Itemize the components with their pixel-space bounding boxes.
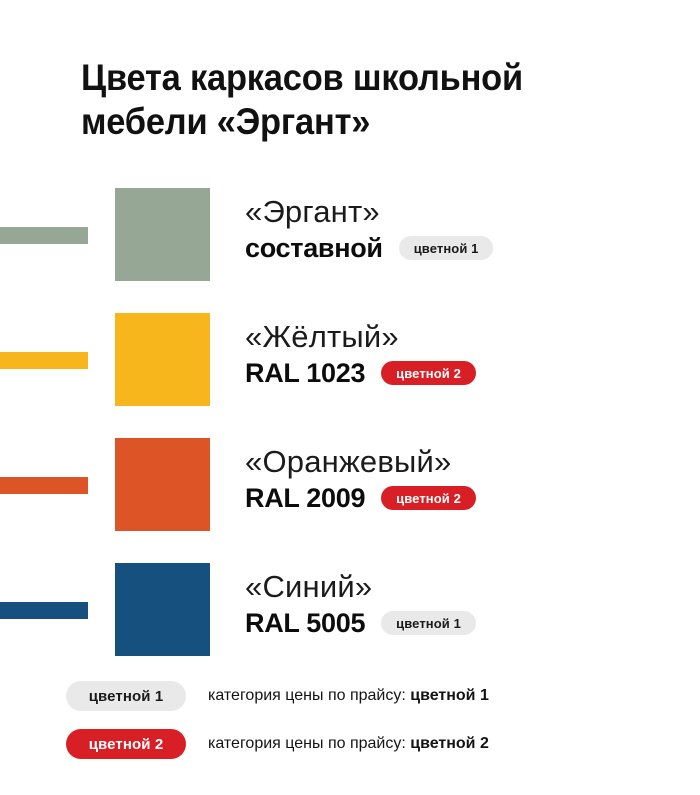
color-row: «Эргант» составной цветной 1 — [0, 188, 700, 313]
price-category-badge: цветной 1 — [381, 611, 476, 635]
color-spec-line: RAL 5005 цветной 1 — [245, 607, 685, 639]
color-swatch — [115, 563, 210, 656]
legend-description: категория цены по прайсу: цветной 1 — [208, 687, 489, 705]
color-name: «Оранжевый» — [245, 444, 452, 479]
legend-description: категория цены по прайсу: цветной 2 — [208, 735, 489, 753]
legend-description-prefix: категория цены по прайсу: — [208, 687, 411, 704]
color-spec: RAL 5005 — [245, 608, 366, 638]
legend-badge: цветной 2 — [66, 729, 186, 759]
color-spec-line: RAL 2009 цветной 2 — [245, 482, 685, 514]
color-bar-sample — [0, 602, 88, 619]
color-row: «Оранжевый» RAL 2009 цветной 2 — [0, 438, 700, 563]
legend-description-value: цветной 1 — [410, 687, 489, 704]
legend-badge: цветной 1 — [66, 681, 186, 711]
legend-description-value: цветной 2 — [410, 735, 489, 752]
color-spec: RAL 2009 — [245, 483, 366, 513]
color-row: «Жёлтый» RAL 1023 цветной 2 — [0, 313, 700, 438]
color-spec-line: RAL 1023 цветной 2 — [245, 357, 685, 389]
page-title: Цвета каркасов школьной мебели «Эргант» — [81, 57, 523, 142]
color-row-text: «Эргант» составной цветной 1 — [245, 194, 685, 264]
color-name: «Эргант» — [245, 194, 380, 229]
price-category-badge: цветной 2 — [381, 486, 476, 510]
color-row-text: «Синий» RAL 5005 цветной 1 — [245, 569, 685, 639]
color-bar-sample — [0, 227, 88, 244]
legend-description-prefix: категория цены по прайсу: — [208, 735, 411, 752]
color-swatch — [115, 313, 210, 406]
color-spec: составной — [245, 233, 383, 263]
color-list: «Эргант» составной цветной 1 «Жёлтый» RAL 10… — [0, 188, 700, 688]
color-name: «Синий» — [245, 569, 373, 604]
color-row-text: «Жёлтый» RAL 1023 цветной 2 — [245, 319, 685, 389]
color-swatch — [115, 438, 210, 531]
price-category-badge: цветной 1 — [398, 236, 494, 260]
color-row: «Синий» RAL 5005 цветной 1 — [0, 563, 700, 688]
color-bar-sample — [0, 477, 88, 494]
legend-row: цветной 2 категория цены по прайсу: цветн… — [0, 720, 700, 768]
legend-row: цветной 1 категория цены по прайсу: цветн… — [0, 672, 700, 720]
color-swatch — [115, 188, 210, 281]
color-bar-sample — [0, 352, 88, 369]
color-row-text: «Оранжевый» RAL 2009 цветной 2 — [245, 444, 685, 514]
legend: цветной 1 категория цены по прайсу: цветн… — [0, 672, 700, 768]
color-name: «Жёлтый» — [245, 319, 399, 354]
color-spec-line: составной цветной 1 — [245, 232, 685, 264]
price-category-badge: цветной 2 — [381, 361, 476, 385]
legend-badge-wrapper: цветной 2 — [66, 729, 186, 759]
color-spec: RAL 1023 — [245, 358, 366, 388]
legend-badge-wrapper: цветной 1 — [66, 681, 186, 711]
